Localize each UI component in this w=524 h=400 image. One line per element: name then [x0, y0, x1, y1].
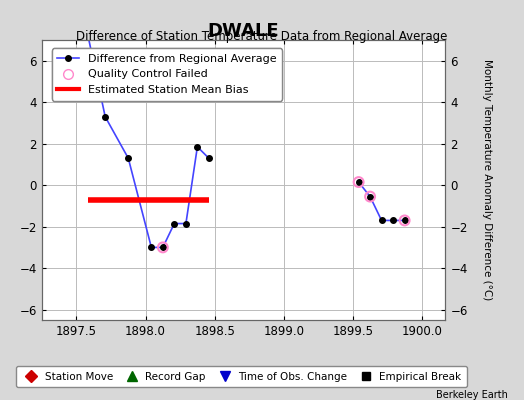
Text: Difference of Station Temperature Data from Regional Average: Difference of Station Temperature Data f…	[77, 30, 447, 43]
Legend: Station Move, Record Gap, Time of Obs. Change, Empirical Break: Station Move, Record Gap, Time of Obs. C…	[16, 366, 467, 387]
Point	[366, 193, 374, 200]
Text: Berkeley Earth: Berkeley Earth	[436, 390, 508, 400]
Point	[354, 179, 363, 185]
Y-axis label: Monthly Temperature Anomaly Difference (°C): Monthly Temperature Anomaly Difference (…	[482, 59, 492, 301]
Legend: Difference from Regional Average, Quality Control Failed, Estimated Station Mean: Difference from Regional Average, Qualit…	[51, 48, 282, 100]
Point	[400, 217, 409, 224]
Point	[159, 244, 167, 251]
Title: DWALE: DWALE	[208, 22, 279, 40]
